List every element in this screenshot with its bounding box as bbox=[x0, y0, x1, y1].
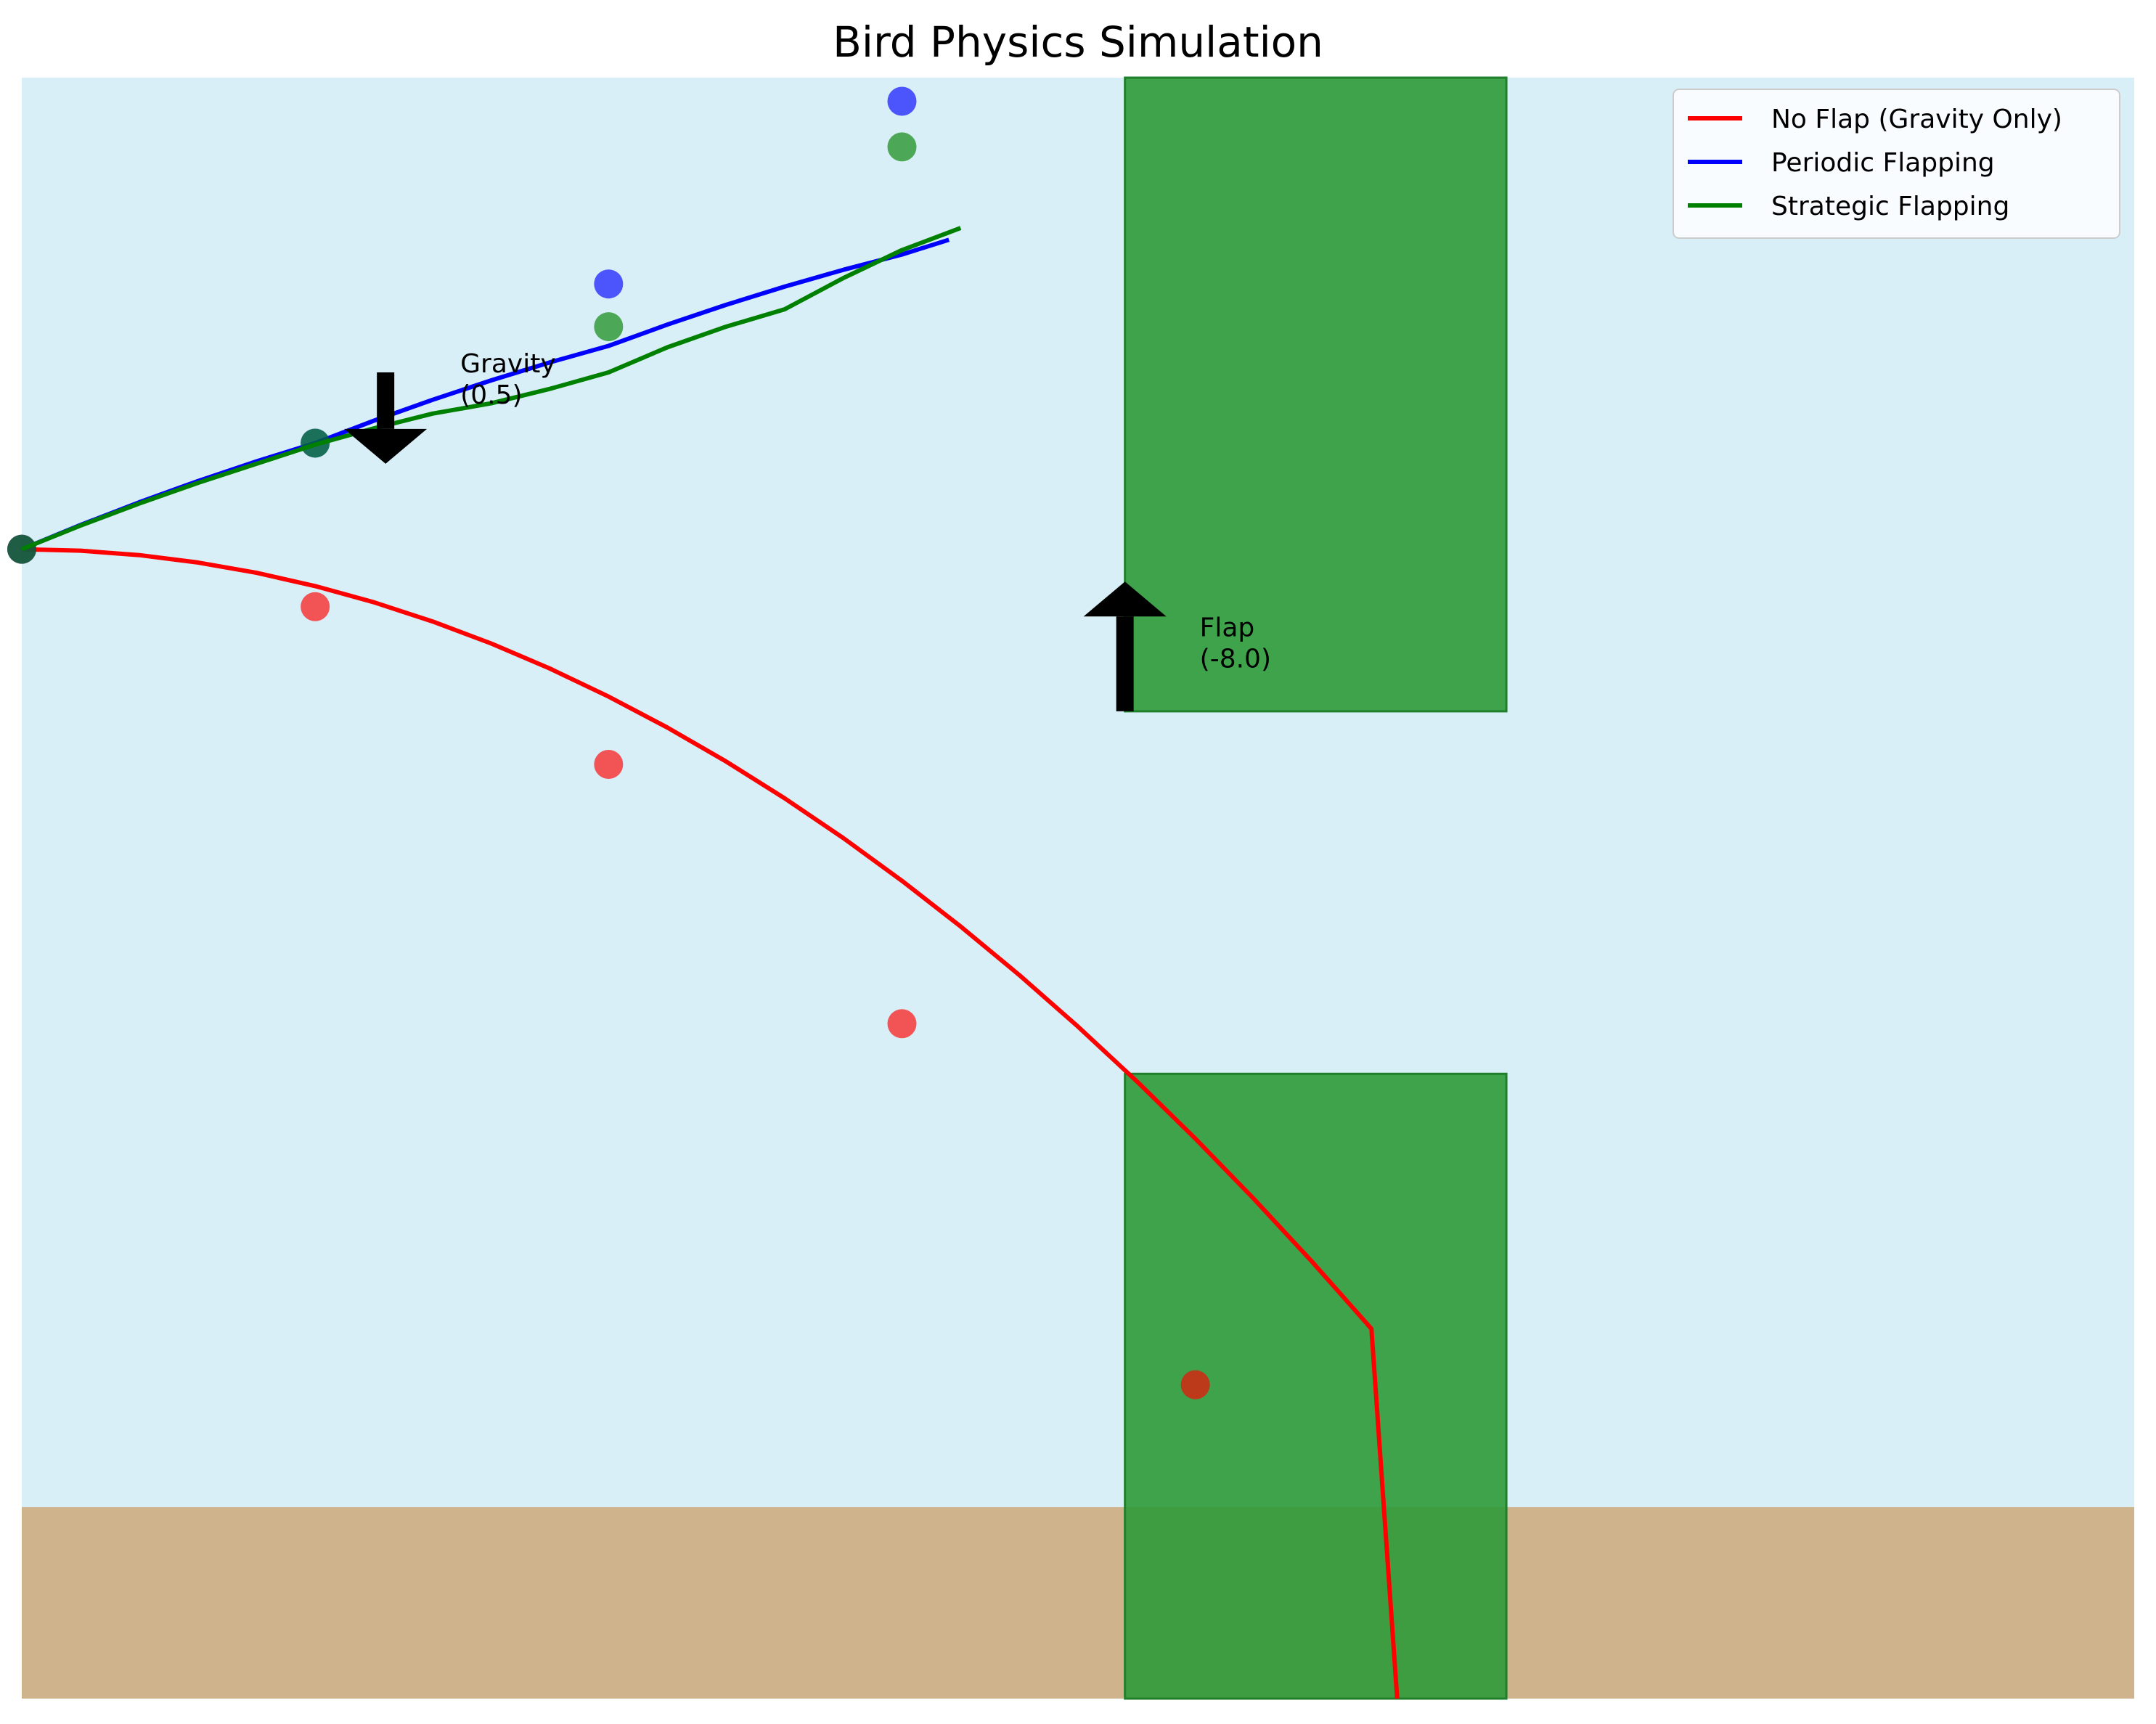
series-0-point-4 bbox=[1180, 1370, 1210, 1400]
top-pipe-0 bbox=[1124, 76, 1508, 713]
annotations-group: Gravity(0.5) Flap(-8.0) bbox=[344, 349, 1271, 711]
series-0-point-2 bbox=[594, 749, 624, 779]
series-line-2 bbox=[20, 226, 962, 552]
legend-label-1: Periodic Flapping bbox=[1771, 148, 1995, 178]
series-1-point-2 bbox=[594, 269, 624, 299]
series-2-point-2 bbox=[594, 312, 624, 342]
annotation-sublabel-1: (-8.0) bbox=[1200, 644, 1271, 674]
sky-background bbox=[22, 78, 2134, 1699]
legend-label-0: No Flap (Gravity Only) bbox=[1771, 105, 2062, 134]
plot-area: Gravity(0.5) Flap(-8.0) bbox=[7, 76, 2134, 1700]
annotation-sublabel-0: (0.5) bbox=[460, 380, 522, 410]
annotation-arrow-head-0 bbox=[344, 428, 428, 464]
legend: No Flap (Gravity Only) Periodic Flapping S… bbox=[1673, 89, 2120, 239]
legend-label-2: Strategic Flapping bbox=[1771, 192, 2009, 221]
chart-title: Bird Physics Simulation bbox=[833, 17, 1323, 67]
annotation-arrow-head-1 bbox=[1083, 581, 1167, 617]
series-2-point-0 bbox=[7, 534, 36, 564]
legend-box bbox=[1673, 89, 2120, 239]
series-0-point-3 bbox=[887, 1009, 917, 1039]
series-line-0 bbox=[21, 547, 1400, 1699]
series-0-point-1 bbox=[301, 592, 330, 621]
series-group bbox=[7, 86, 1400, 1699]
series-1-point-3 bbox=[887, 86, 917, 116]
annotation-label-1: Flap bbox=[1200, 613, 1255, 642]
annotation-label-0: Gravity bbox=[460, 349, 555, 379]
series-2-point-1 bbox=[301, 428, 330, 458]
ground bbox=[22, 1507, 2134, 1699]
series-2-point-3 bbox=[887, 132, 917, 162]
pipes-group bbox=[1124, 76, 1508, 1700]
